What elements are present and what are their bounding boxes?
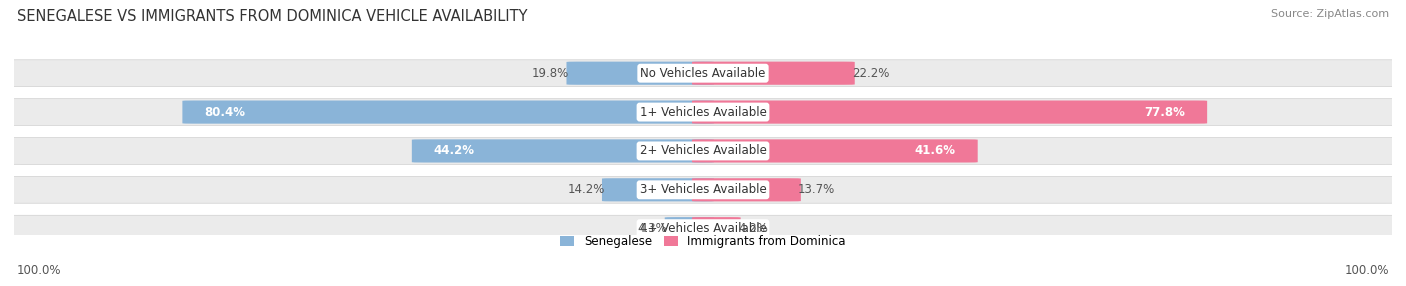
Text: 2+ Vehicles Available: 2+ Vehicles Available — [640, 144, 766, 157]
Legend: Senegalese, Immigrants from Dominica: Senegalese, Immigrants from Dominica — [555, 230, 851, 253]
Text: 4+ Vehicles Available: 4+ Vehicles Available — [640, 222, 766, 235]
Text: 3+ Vehicles Available: 3+ Vehicles Available — [640, 183, 766, 196]
Text: 1+ Vehicles Available: 1+ Vehicles Available — [640, 106, 766, 119]
FancyBboxPatch shape — [665, 217, 714, 240]
FancyBboxPatch shape — [692, 178, 801, 201]
FancyBboxPatch shape — [0, 138, 1406, 164]
Text: 4.2%: 4.2% — [738, 222, 768, 235]
FancyBboxPatch shape — [0, 60, 1406, 87]
Text: 80.4%: 80.4% — [204, 106, 246, 119]
Text: 44.2%: 44.2% — [434, 144, 475, 157]
Text: No Vehicles Available: No Vehicles Available — [640, 67, 766, 80]
Text: 4.3%: 4.3% — [638, 222, 668, 235]
Text: Source: ZipAtlas.com: Source: ZipAtlas.com — [1271, 9, 1389, 19]
Text: 77.8%: 77.8% — [1144, 106, 1185, 119]
FancyBboxPatch shape — [602, 178, 714, 201]
FancyBboxPatch shape — [567, 61, 714, 85]
Text: 100.0%: 100.0% — [1344, 265, 1389, 277]
Text: 14.2%: 14.2% — [568, 183, 605, 196]
FancyBboxPatch shape — [692, 100, 1208, 124]
Text: 13.7%: 13.7% — [799, 183, 835, 196]
FancyBboxPatch shape — [0, 215, 1406, 242]
FancyBboxPatch shape — [692, 139, 977, 162]
FancyBboxPatch shape — [692, 217, 741, 240]
FancyBboxPatch shape — [0, 99, 1406, 126]
Text: 100.0%: 100.0% — [17, 265, 62, 277]
FancyBboxPatch shape — [0, 176, 1406, 203]
Text: 41.6%: 41.6% — [915, 144, 956, 157]
Text: SENEGALESE VS IMMIGRANTS FROM DOMINICA VEHICLE AVAILABILITY: SENEGALESE VS IMMIGRANTS FROM DOMINICA V… — [17, 9, 527, 23]
Text: 19.8%: 19.8% — [531, 67, 569, 80]
FancyBboxPatch shape — [412, 139, 714, 162]
Text: 22.2%: 22.2% — [852, 67, 890, 80]
FancyBboxPatch shape — [183, 100, 714, 124]
FancyBboxPatch shape — [692, 61, 855, 85]
